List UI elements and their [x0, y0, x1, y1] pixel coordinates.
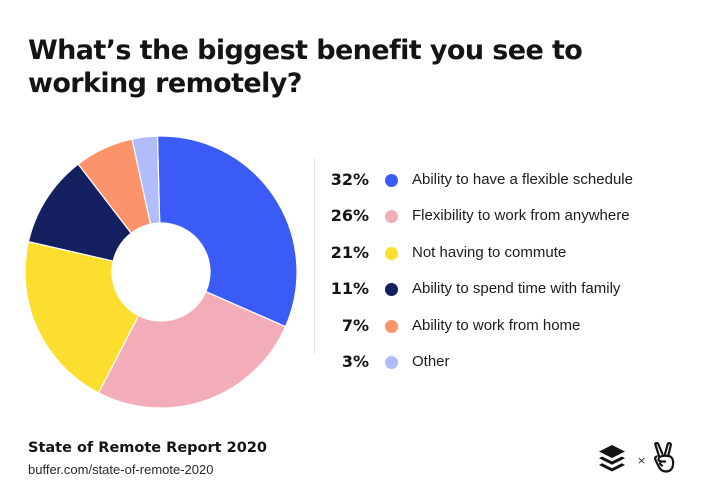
donut-chart: [24, 135, 298, 409]
legend-color-dot: [385, 319, 398, 333]
legend-percent: 3%: [341, 351, 369, 371]
legend-color-dot: [385, 174, 398, 187]
legend-label: Other: [412, 352, 450, 370]
legend-item: 21% Not having to commute: [324, 241, 684, 277]
times-glyph: ×: [637, 454, 646, 467]
chart-title-line-2: working remotely?: [28, 68, 302, 99]
chart-title: What’s the biggest benefit you see to wo…: [28, 34, 628, 100]
legend-color-dot: [385, 283, 398, 297]
legend-label: Not having to commute: [412, 243, 567, 261]
donut-slice-3: [24, 240, 140, 394]
legend-label: Ability to spend time with family: [412, 280, 621, 298]
legend-color-dot: [385, 246, 398, 260]
legend-item: 32% Ability to have a flexible schedule: [324, 168, 684, 204]
chart-legend: 32% Ability to have a flexible schedule 26…: [324, 168, 684, 386]
legend-percent: 11%: [330, 279, 369, 299]
angellist-peace-hand-icon: [653, 442, 675, 473]
legend-label: Ability to work from home: [412, 316, 581, 334]
legend-percent: 21%: [330, 242, 369, 262]
report-title: State of Remote Report 2020: [28, 440, 268, 456]
legend-percent: 32%: [330, 170, 369, 189]
donut-slice-6: [131, 135, 161, 225]
donut-slice-1: [156, 135, 298, 328]
legend-item: 7% Ability to work from home: [324, 314, 684, 350]
legend-label: Ability to have a flexible schedule: [412, 171, 633, 188]
buffer-layers-icon: [599, 445, 625, 472]
legend-color-dot: [385, 210, 398, 224]
legend-percent: 7%: [341, 315, 369, 335]
partner-logos: ×: [599, 442, 675, 473]
legend-color-dot: [385, 355, 398, 369]
legend-item: 26% Flexibility to work from anywhere: [324, 204, 684, 240]
legend-percent: 26%: [330, 206, 369, 226]
report-url: buffer.com/state-of-remote-2020: [28, 462, 214, 477]
legend-item: 3% Other: [324, 350, 684, 386]
chart-title-line-1: What’s the biggest benefit you see to: [28, 35, 583, 66]
legend-item: 11% Ability to spend time with family: [324, 277, 684, 313]
legend-divider: [314, 158, 315, 354]
legend-label: Flexibility to work from anywhere: [412, 207, 630, 225]
donut-slice-2: [97, 290, 287, 409]
